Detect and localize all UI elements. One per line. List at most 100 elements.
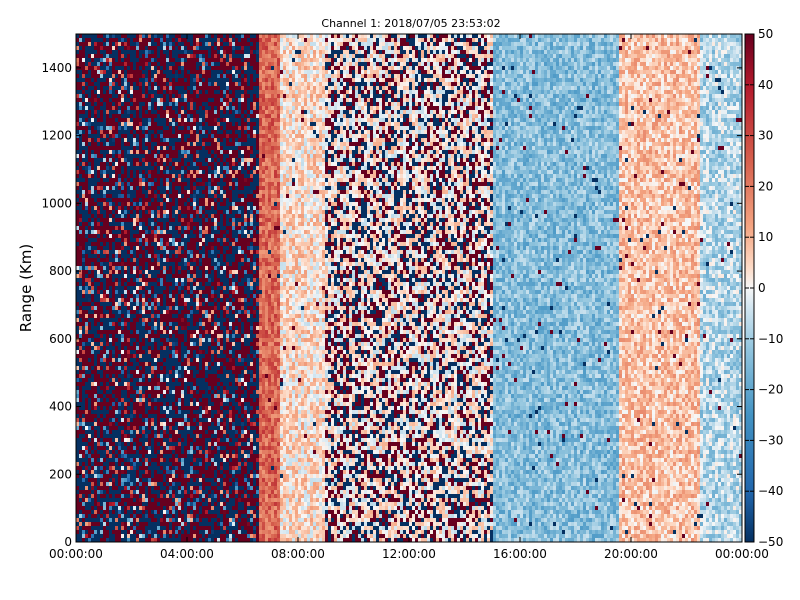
heatmap-cell bbox=[94, 470, 98, 475]
heatmap-cell bbox=[181, 234, 185, 239]
heatmap-cell bbox=[118, 510, 122, 515]
heatmap-cell bbox=[139, 258, 143, 263]
heatmap-cell bbox=[154, 242, 158, 247]
heatmap-cell bbox=[157, 370, 161, 375]
heatmap-cell bbox=[145, 82, 149, 87]
heatmap-cell bbox=[76, 226, 80, 231]
heatmap-cell bbox=[130, 54, 134, 59]
heatmap-cell bbox=[136, 250, 140, 255]
heatmap-cell bbox=[82, 350, 86, 355]
heatmap-cell bbox=[97, 350, 101, 355]
heatmap-cell bbox=[103, 330, 107, 335]
heatmap-cell bbox=[76, 150, 80, 155]
heatmap-cell bbox=[106, 158, 110, 163]
heatmap-cell bbox=[172, 346, 176, 351]
heatmap-cell bbox=[76, 526, 80, 531]
heatmap-cell bbox=[169, 378, 173, 383]
heatmap-cell bbox=[178, 454, 182, 459]
heatmap-cell bbox=[130, 34, 134, 39]
heatmap-cell bbox=[154, 342, 158, 347]
heatmap-cell bbox=[103, 118, 107, 123]
heatmap-cell bbox=[181, 118, 185, 123]
heatmap-cell bbox=[163, 282, 167, 287]
heatmap-cell bbox=[88, 322, 92, 327]
heatmap-cell bbox=[91, 522, 95, 527]
heatmap-cell bbox=[76, 426, 80, 431]
heatmap-cell bbox=[172, 370, 176, 375]
heatmap-cell bbox=[133, 498, 137, 503]
heatmap-cell bbox=[139, 34, 143, 39]
heatmap-cell bbox=[88, 118, 92, 123]
heatmap-cell bbox=[82, 522, 86, 527]
heatmap-cell bbox=[97, 142, 101, 147]
heatmap-cell bbox=[76, 410, 80, 415]
heatmap-cell bbox=[136, 386, 140, 391]
heatmap-cell bbox=[145, 66, 149, 71]
heatmap-cell bbox=[139, 174, 143, 179]
heatmap-cell bbox=[136, 502, 140, 507]
heatmap-cell bbox=[100, 78, 104, 83]
heatmap-cell bbox=[178, 114, 182, 119]
heatmap-cell bbox=[130, 334, 134, 339]
heatmap-cell bbox=[190, 174, 194, 179]
heatmap-cell bbox=[151, 414, 155, 419]
heatmap-cell bbox=[112, 410, 116, 415]
heatmap-cell bbox=[115, 366, 119, 371]
heatmap-cell bbox=[88, 250, 92, 255]
heatmap-cell bbox=[79, 210, 83, 215]
heatmap-cell bbox=[172, 326, 176, 331]
heatmap-cell bbox=[79, 362, 83, 367]
heatmap-cell bbox=[127, 38, 131, 43]
heatmap-cell bbox=[139, 266, 143, 271]
heatmap-cell bbox=[112, 142, 116, 147]
heatmap-cell bbox=[142, 42, 146, 47]
heatmap-cell bbox=[106, 266, 110, 271]
heatmap-cell bbox=[121, 422, 125, 427]
heatmap-cell bbox=[151, 334, 155, 339]
heatmap-cell bbox=[184, 418, 188, 423]
heatmap-cell bbox=[187, 458, 191, 463]
heatmap-cell bbox=[127, 266, 131, 271]
heatmap-cell bbox=[127, 246, 131, 251]
heatmap-cell bbox=[169, 466, 173, 471]
heatmap-cell bbox=[76, 38, 80, 43]
heatmap-cell bbox=[136, 182, 140, 187]
heatmap-cell bbox=[172, 518, 176, 523]
heatmap-cell bbox=[118, 70, 122, 75]
heatmap-cell bbox=[103, 322, 107, 327]
heatmap-cell bbox=[118, 306, 122, 311]
heatmap-cell bbox=[97, 410, 101, 415]
heatmap-cell bbox=[169, 394, 173, 399]
heatmap-cell bbox=[175, 498, 179, 503]
heatmap-cell bbox=[190, 118, 194, 123]
heatmap-cell bbox=[136, 94, 140, 99]
heatmap-cell bbox=[100, 266, 104, 271]
heatmap-cell bbox=[184, 110, 188, 115]
heatmap-cell bbox=[133, 438, 137, 443]
heatmap-cell bbox=[76, 142, 80, 147]
heatmap-cell bbox=[184, 142, 188, 147]
heatmap-cell bbox=[85, 418, 89, 423]
heatmap-cell bbox=[127, 150, 131, 155]
heatmap-cell bbox=[94, 506, 98, 511]
heatmap-cell bbox=[157, 346, 161, 351]
heatmap-cell bbox=[139, 234, 143, 239]
heatmap-cell bbox=[184, 434, 188, 439]
heatmap-cell bbox=[82, 270, 86, 275]
heatmap-cell bbox=[115, 170, 119, 175]
heatmap-cell bbox=[133, 398, 137, 403]
heatmap-cell bbox=[169, 450, 173, 455]
heatmap-cell bbox=[97, 74, 101, 79]
heatmap-cell bbox=[127, 262, 131, 267]
heatmap-cell bbox=[112, 122, 116, 127]
heatmap-cell bbox=[175, 518, 179, 523]
heatmap-cell bbox=[190, 218, 194, 223]
heatmap-cell bbox=[184, 118, 188, 123]
heatmap-cell bbox=[148, 346, 152, 351]
heatmap-cell bbox=[154, 266, 158, 271]
heatmap-cell bbox=[127, 86, 131, 91]
heatmap-cell bbox=[82, 282, 86, 287]
heatmap-cell bbox=[112, 346, 116, 351]
heatmap-cell bbox=[136, 534, 140, 539]
heatmap-cell bbox=[139, 38, 143, 43]
